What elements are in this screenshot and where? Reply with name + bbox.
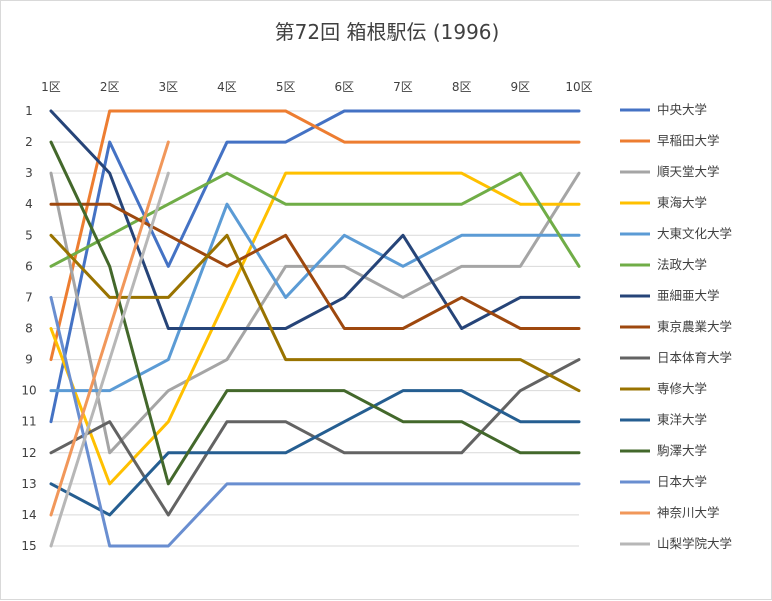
y-tick-label: 8 — [25, 322, 33, 336]
legend-item: 神奈川大学 — [620, 505, 720, 520]
legend-label: 日本大学 — [657, 474, 707, 489]
x-tick-label: 1区 — [41, 80, 61, 94]
y-tick-label: 14 — [21, 508, 36, 522]
legend-label: 東京農業大学 — [657, 319, 732, 334]
series-lines — [49, 109, 581, 548]
series-line — [49, 109, 581, 362]
x-tick-label: 7区 — [393, 80, 413, 94]
series-line — [49, 233, 581, 393]
series-line — [49, 295, 581, 548]
legend-item: 亜細亜大学 — [620, 288, 720, 303]
series-line — [49, 140, 581, 486]
y-tick-label: 9 — [25, 353, 33, 367]
y-tick-label: 7 — [25, 290, 33, 304]
x-tick-label: 8区 — [452, 80, 472, 94]
x-tick-label: 6区 — [335, 80, 355, 94]
legend-label: 順天堂大学 — [657, 164, 720, 179]
legend-label: 東洋大学 — [657, 412, 707, 427]
legend-label: 早稲田大学 — [657, 133, 720, 148]
chart-title: 第72回 箱根駅伝 (1996) — [275, 20, 500, 44]
legend-label: 山梨学院大学 — [657, 536, 732, 551]
gridlines — [51, 110, 579, 547]
y-tick-label: 12 — [21, 446, 36, 460]
series-line — [49, 140, 170, 517]
y-tick-label: 3 — [25, 166, 33, 180]
legend-item: 順天堂大学 — [620, 164, 720, 179]
x-tick-label: 3区 — [159, 80, 179, 94]
y-tick-label: 6 — [25, 259, 33, 273]
series-line — [49, 389, 581, 517]
legend-label: 東海大学 — [657, 195, 707, 210]
legend-item: 山梨学院大学 — [620, 536, 732, 551]
legend-label: 神奈川大学 — [657, 505, 720, 520]
y-tick-label: 2 — [25, 135, 33, 149]
legend-label: 専修大学 — [657, 381, 707, 396]
x-tick-label: 10区 — [565, 80, 592, 94]
legend-label: 大東文化大学 — [657, 226, 732, 241]
y-tick-label: 10 — [21, 384, 36, 398]
legend-item: 日本大学 — [620, 474, 707, 489]
legend-label: 亜細亜大学 — [657, 288, 720, 303]
legend-item: 専修大学 — [620, 381, 707, 396]
legend-item: 日本体育大学 — [620, 350, 732, 365]
legend-item: 駒澤大学 — [620, 443, 707, 458]
legend-item: 東洋大学 — [620, 412, 707, 427]
legend-item: 東京農業大学 — [620, 319, 732, 334]
legend-label: 法政大学 — [657, 257, 707, 272]
legend-item: 中央大学 — [620, 102, 707, 117]
x-tick-label: 9区 — [511, 80, 531, 94]
y-tick-label: 11 — [21, 415, 36, 429]
series-line — [49, 202, 581, 330]
legend-label: 中央大学 — [657, 102, 707, 117]
y-tick-label: 4 — [25, 197, 33, 211]
y-tick-label: 13 — [21, 477, 36, 491]
y-tick-label: 1 — [25, 104, 33, 118]
legend: 中央大学早稲田大学順天堂大学東海大学大東文化大学法政大学亜細亜大学東京農業大学日… — [620, 102, 732, 551]
x-axis-ticks: 1区 2区 3区 4区 5区 6区 7区 8区 9区 10区 — [41, 80, 592, 94]
x-tick-label: 2区 — [100, 80, 120, 94]
legend-label: 駒澤大学 — [657, 443, 707, 458]
x-tick-label: 4区 — [217, 80, 237, 94]
legend-item: 大東文化大学 — [620, 226, 732, 241]
series-line — [49, 171, 170, 548]
y-tick-label: 5 — [25, 228, 33, 242]
x-tick-label: 5区 — [276, 80, 296, 94]
legend-item: 早稲田大学 — [620, 133, 720, 148]
legend-label: 日本体育大学 — [657, 350, 732, 365]
legend-item: 東海大学 — [620, 195, 707, 210]
y-tick-label: 15 — [21, 539, 36, 553]
legend-item: 法政大学 — [620, 257, 707, 272]
